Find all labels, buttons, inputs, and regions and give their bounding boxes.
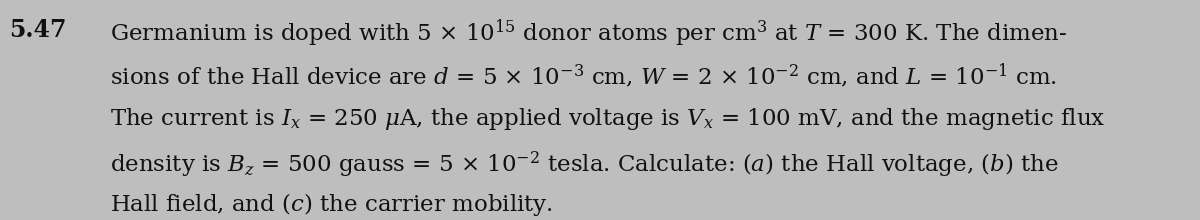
- Text: 5.47: 5.47: [10, 18, 67, 42]
- Text: The current is $I_x$ = 250 $\mu$A, the applied voltage is $V_x$ = 100 mV, and th: The current is $I_x$ = 250 $\mu$A, the a…: [110, 106, 1106, 132]
- Text: Germanium is doped with 5 $\times$ 10$^{15}$ donor atoms per cm$^3$ at $T$ = 300: Germanium is doped with 5 $\times$ 10$^{…: [110, 18, 1068, 49]
- Text: Hall field, and ($c$) the carrier mobility.: Hall field, and ($c$) the carrier mobili…: [110, 191, 553, 218]
- Text: sions of the Hall device are $d$ = 5 $\times$ 10$^{-3}$ cm, $W$ = 2 $\times$ 10$: sions of the Hall device are $d$ = 5 $\t…: [110, 62, 1057, 90]
- Text: density is $B_z$ = 500 gauss = 5 $\times$ 10$^{-2}$ tesla. Calculate: ($a$) the : density is $B_z$ = 500 gauss = 5 $\times…: [110, 150, 1060, 180]
